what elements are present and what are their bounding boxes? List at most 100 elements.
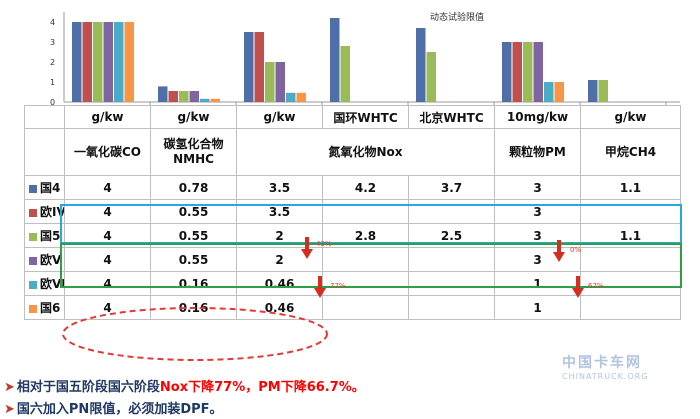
bar-国4 [588,80,598,102]
bullet-arrow-icon: ➤ [4,402,15,417]
table-cell: 3 [494,223,581,248]
table-cell [580,247,681,272]
nox-drop-label: 43% [316,240,332,248]
unit-cell: g/kw [580,105,681,129]
bar-chart: 0 1 2 3 4 动态试验限值 [50,11,680,107]
legend-swatch [29,256,37,265]
bar-欧IV [512,42,522,102]
header-co: 一氧化碳CO [64,128,151,176]
chart-title: 动态试验限值 [430,11,484,23]
bar-欧V [103,22,113,102]
row-label: 国6 [24,295,65,320]
table-cell: 2 [236,247,323,272]
bar-国6 [296,92,306,102]
note-2-text: 国六加入PN限值，必须加装DPF。 [16,402,223,417]
table-cell: 3.7 [408,175,495,200]
row-label: 欧IV [24,199,65,224]
table-row: 国5 4 0.55 2 2.8 2.5 3 1.1 [24,223,681,248]
header-nmhc: 碳氢化合物NMHC [150,128,237,176]
y-tick-label: 3 [50,38,55,47]
unit-cell: g/kw [150,105,237,129]
table-cell [580,199,681,224]
bar-国4 [244,32,254,102]
table-cell: 0.46 [236,271,323,296]
table-cell: 4 [64,247,151,272]
chart-axes: 0 1 2 3 4 [50,12,680,107]
bar-国4 [416,28,426,102]
table-row: 国4 4 0.78 3.5 4.2 3.7 3 1.1 [24,175,681,200]
table-cell: 1 [494,271,581,296]
row-label-text: 欧V [40,253,62,267]
bar-欧V [533,42,543,102]
table-cell: 2 [236,223,323,248]
bullet-arrow-icon: ➤ [4,380,15,395]
header-pm: 颗粒物PM [494,128,581,176]
row-label-text: 国6 [40,301,61,315]
table-cell: 3 [494,247,581,272]
unit-row: g/kw g/kw g/kw 国环WHTC 北京WHTC 10mg/kw g/k… [24,105,681,129]
table-cell: 2.8 [322,223,409,248]
table-cell: 1.1 [580,175,681,200]
y-tick-label: 2 [50,58,55,67]
y-tick-label: 1 [50,78,55,87]
table-cell [408,199,495,224]
y-tick-label: 0 [50,98,55,107]
bar-国5 [523,42,533,102]
note-1-highlight: Nox下降77%，PM下降66.7%。 [159,380,365,395]
row-label-text: 国5 [40,229,61,243]
table-cell [322,199,409,224]
table-row: 欧V 4 0.55 2 3 [24,247,681,272]
table-cell [408,247,495,272]
table-cell: 0.55 [150,223,237,248]
watermark-en: CHINATRUCK.ORG [562,372,649,381]
row-label: 欧V [24,247,65,272]
bar-国4 [158,86,168,102]
bar-国5 [265,62,275,102]
table-cell: 4 [64,295,151,320]
pm-drop-label: 0% [570,246,582,254]
legend-swatch [29,232,37,241]
legend-swatch [29,304,37,313]
legend-swatch [29,280,37,289]
header-row: 一氧化碳CO 碳氢化合物NMHC 氮氧化物Nox 颗粒物PM 甲烷CH4 [24,128,681,176]
unit-cell: 国环WHTC [322,105,409,129]
bar-国5 [179,91,189,102]
bar-欧IV [254,32,264,102]
table-cell: 3 [494,199,581,224]
table-cell: 1.1 [580,223,681,248]
corner-cell [24,105,65,129]
nox-drop-label: 77% [330,282,346,290]
bar-国6 [210,98,220,102]
unit-cell: 北京WHTC [408,105,495,129]
watermark-cn: 中国卡车网 [562,355,642,371]
table-cell [580,271,681,296]
bar-国5 [340,46,350,102]
table-cell: 0.46 [236,295,323,320]
bar-国5 [598,80,608,102]
chart-bars [72,18,608,102]
watermark-logo: 中国卡车网 CHINATRUCK.ORG [562,352,682,386]
header-nox: 氮氧化物Nox [236,128,495,176]
bar-欧VI [200,98,210,102]
table-cell: 0.55 [150,247,237,272]
bar-欧VI [114,22,124,102]
bar-国4 [72,22,82,102]
corner-cell [24,128,65,176]
bar-国4 [502,42,512,102]
table-cell [408,295,495,320]
row-label-text: 欧VI [40,277,65,291]
row-label-text: 国4 [40,181,61,195]
table-row: 欧VI 4 0.16 0.46 1 [24,271,681,296]
table-cell: 2.5 [408,223,495,248]
row-label: 国5 [24,223,65,248]
table-cell: 0.78 [150,175,237,200]
bar-国6 [124,22,134,102]
row-label-text: 欧IV [40,205,65,219]
bar-欧VI [544,82,554,102]
table-row: 欧IV 4 0.55 3.5 3 [24,199,681,224]
table-cell: 4 [64,223,151,248]
bar-欧V [189,91,199,102]
table-cell: 0.16 [150,271,237,296]
bar-国6 [554,82,564,102]
table-cell: 3.5 [236,199,323,224]
